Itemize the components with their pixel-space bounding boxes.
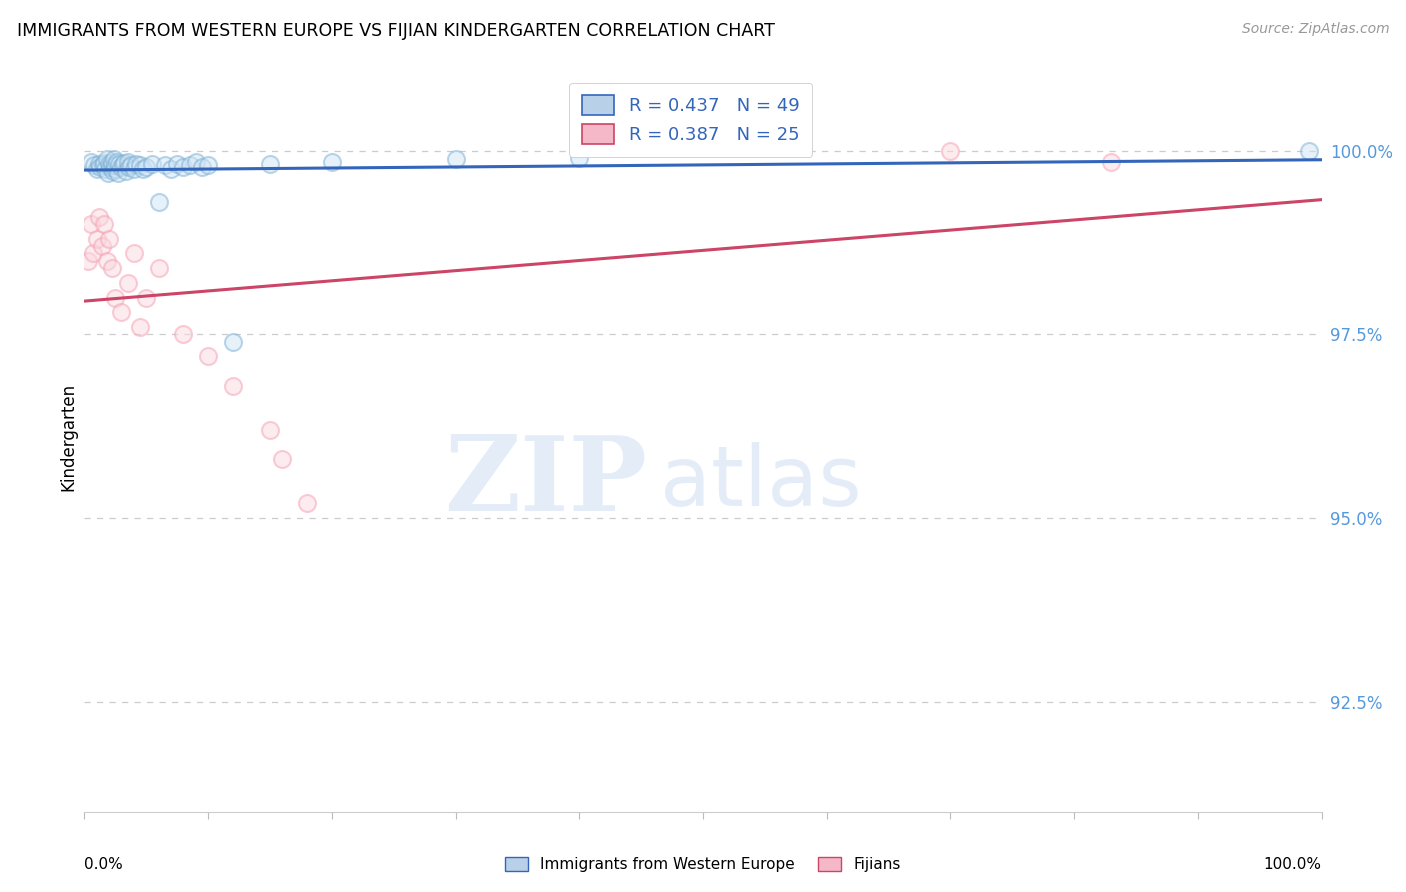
Point [129,319,152,334]
Point [148,194,170,209]
Point [197,349,219,363]
Point [222,334,245,349]
Legend: R = 0.437   N = 49, R = 0.387   N = 25: R = 0.437 N = 49, R = 0.387 N = 25 [569,83,813,157]
Point [86,161,108,176]
Text: Source: ZipAtlas.com: Source: ZipAtlas.com [1241,22,1389,37]
Point [82,246,104,260]
Point [104,158,127,172]
Point [89,157,111,171]
Point [444,153,467,167]
Point [259,157,281,171]
Point [83,158,105,172]
Point [98,160,121,174]
Point [96,153,118,167]
Point [101,164,124,178]
Point [568,151,591,165]
Text: ZIP: ZIP [444,431,647,533]
Point [120,158,142,172]
Point [89,210,111,224]
Point [295,496,318,510]
Point [118,160,141,174]
Point [110,160,132,174]
Point [111,158,134,172]
Point [259,423,281,437]
Point [107,166,129,180]
Point [179,158,201,172]
Text: IMMIGRANTS FROM WESTERN EUROPE VS FIJIAN KINDERGARTEN CORRELATION CHART: IMMIGRANTS FROM WESTERN EUROPE VS FIJIAN… [17,22,775,40]
Text: 100.0%: 100.0% [1264,856,1322,871]
Point [117,154,139,169]
Point [79,154,101,169]
Point [77,253,100,268]
Point [98,232,121,246]
Point [172,160,194,174]
Text: atlas: atlas [659,442,862,523]
Point [125,157,148,171]
Point [129,158,152,172]
Point [110,305,132,319]
Point [115,164,138,178]
Point [1099,154,1122,169]
Point [100,158,122,172]
Legend: Immigrants from Western Europe, Fijians: Immigrants from Western Europe, Fijians [498,849,908,880]
Point [108,157,131,171]
Point [86,232,108,246]
Point [103,153,125,167]
Point [166,157,188,171]
Point [104,161,127,176]
Text: 0.0%: 0.0% [84,856,124,871]
Point [90,239,112,253]
Point [271,452,294,467]
Point [1298,144,1320,158]
Point [153,158,176,172]
Point [97,166,120,180]
Y-axis label: Kindergarten: Kindergarten [59,383,77,491]
Point [939,144,962,158]
Point [222,378,245,392]
Point [93,156,115,170]
Point [191,160,214,174]
Point [160,161,183,176]
Point [96,253,118,268]
Point [135,160,157,174]
Point [172,327,194,342]
Point [197,158,219,172]
Point [98,157,121,171]
Point [135,291,157,305]
Point [131,161,153,176]
Point [79,217,101,231]
Point [93,217,115,231]
Point [148,261,170,276]
Point [89,160,111,174]
Point [100,261,122,276]
Point [100,154,122,169]
Point [117,276,139,290]
Point [122,246,145,260]
Point [184,154,207,169]
Point [94,161,117,176]
Point [112,156,135,170]
Point [104,291,127,305]
Point [122,161,145,176]
Point [141,157,163,171]
Point [321,154,343,169]
Point [91,158,114,172]
Point [105,154,128,169]
